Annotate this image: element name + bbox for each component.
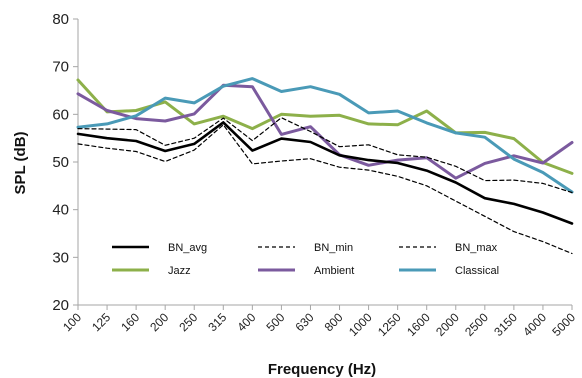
x-tick-label: 500 — [263, 310, 287, 334]
x-tick-label: 800 — [322, 310, 346, 334]
x-tick-label: 315 — [205, 310, 229, 334]
y-tick-label: 60 — [52, 106, 69, 123]
x-tick-label: 4000 — [520, 310, 549, 339]
x-tick-label: 1250 — [375, 310, 404, 339]
y-axis-title: SPL (dB) — [12, 131, 29, 194]
legend-label: Classical — [455, 265, 499, 277]
series-line-ambient — [76, 83, 574, 180]
series-line-classical — [76, 77, 574, 194]
x-tick-label: 5000 — [549, 310, 578, 339]
x-tick-label: 400 — [234, 310, 258, 334]
x-tick-label: 630 — [293, 310, 317, 334]
legend-label: Ambient — [314, 265, 354, 277]
y-tick-label: 70 — [52, 59, 69, 76]
y-tick-label: 30 — [52, 249, 69, 266]
x-tick-label: 1000 — [346, 310, 375, 339]
series-group — [76, 77, 574, 255]
series-line-bn-min — [77, 124, 573, 255]
y-tick-label: 20 — [52, 297, 69, 314]
x-axis-title: Frequency (Hz) — [268, 361, 376, 378]
x-tick-label: 1600 — [404, 310, 433, 339]
x-tick-label: 250 — [176, 310, 200, 334]
x-tick-label: 2000 — [433, 310, 462, 339]
x-tick-label: 125 — [89, 310, 113, 334]
x-tick-label: 2500 — [462, 310, 491, 339]
legend-label: BN_min — [314, 242, 353, 254]
series-line-bn-max — [77, 117, 573, 194]
legend: BN_avg BN_min BN_max Jazz Ambient Classical — [112, 242, 499, 277]
y-tick-label: 40 — [52, 202, 69, 219]
x-tick-label: 200 — [147, 310, 171, 334]
legend-label: Jazz — [168, 265, 191, 277]
x-tick-label: 3150 — [491, 310, 520, 339]
legend-label: BN_avg — [168, 242, 207, 254]
series-line-jazz — [76, 78, 574, 175]
series-line-bn-avg — [76, 121, 574, 225]
legend-label: BN_max — [455, 242, 498, 254]
y-tick-label: 50 — [52, 154, 69, 171]
y-tick-label: 80 — [52, 11, 69, 28]
x-tick-label: 160 — [118, 310, 142, 334]
